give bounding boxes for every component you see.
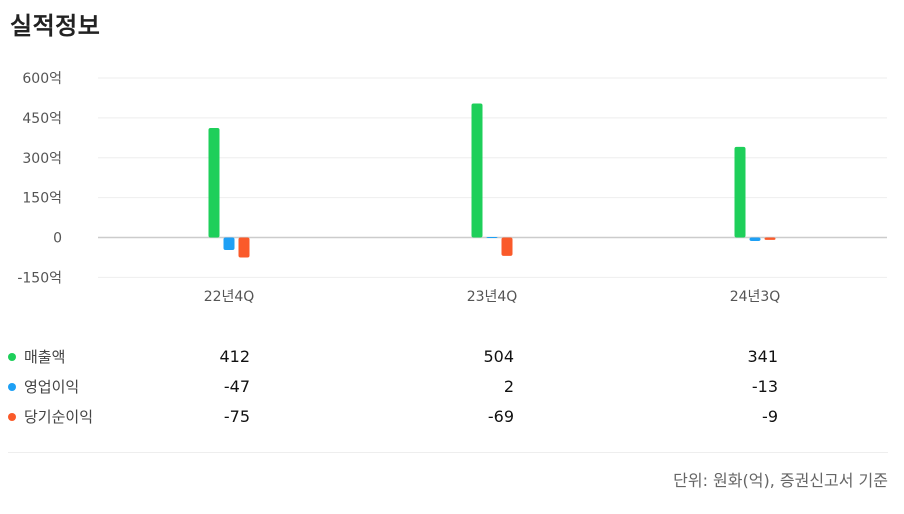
row-value: -75 <box>223 407 250 426</box>
row-value: -69 <box>487 407 514 426</box>
series-dot <box>8 413 16 421</box>
y-tick-label: 0 <box>53 231 62 247</box>
series-dot <box>8 353 16 361</box>
bar-chart: 600억 450억 300억 150억 0 -150억 22년4Q 23년4Q 24년3Q <box>17 71 887 305</box>
bar <box>223 237 235 250</box>
bar <box>501 237 513 256</box>
bar <box>208 127 220 238</box>
bar <box>238 237 250 258</box>
row-value: 412 <box>219 347 250 366</box>
row-value: 2 <box>503 377 514 396</box>
page-title: 실적정보 <box>10 12 101 40</box>
y-tick-label: 300억 <box>22 151 62 167</box>
x-tick-label: 24년3Q <box>730 289 781 305</box>
x-tick-label: 22년4Q <box>204 289 255 305</box>
divider <box>8 452 888 453</box>
series-dot <box>8 383 16 391</box>
row-label: 영업이익 <box>24 378 80 396</box>
row-value: -13 <box>751 377 778 396</box>
row-value: 504 <box>483 347 514 366</box>
y-tick-label: 150억 <box>22 191 62 207</box>
y-tick-label: 450억 <box>22 111 62 127</box>
row-value: 341 <box>747 347 778 366</box>
bar <box>764 237 776 240</box>
row-value: -9 <box>762 407 778 426</box>
row-label: 당기순이익 <box>24 408 94 426</box>
table-row: 매출액 412 504 341 <box>0 345 904 369</box>
unit-footnote: 단위: 원화(억), 증권신고서 기준 <box>673 471 888 490</box>
row-label: 매출액 <box>24 348 66 366</box>
table-row: 당기순이익 -75 -69 -9 <box>0 405 904 429</box>
bar <box>749 237 761 241</box>
table-row: 영업이익 -47 2 -13 <box>0 375 904 399</box>
bar <box>734 146 746 238</box>
bar <box>471 103 483 238</box>
row-value: -47 <box>223 377 250 396</box>
y-tick-label: -150억 <box>17 270 62 286</box>
bar <box>486 236 498 238</box>
y-tick-label: 600억 <box>22 71 62 87</box>
x-tick-label: 23년4Q <box>467 289 518 305</box>
